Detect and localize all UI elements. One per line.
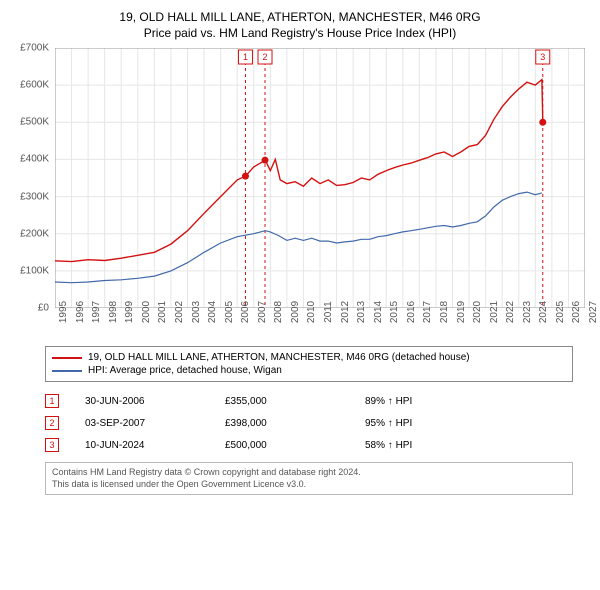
attribution-line2: This data is licensed under the Open Gov…	[52, 479, 566, 491]
x-tick-label: 2001	[157, 301, 168, 323]
x-tick-label: 1996	[75, 301, 86, 323]
chart-svg: 1 2 3	[55, 48, 585, 308]
x-tick-label: 2010	[306, 301, 317, 323]
x-tick-label: 2017	[422, 301, 433, 323]
sale-row: 3 10-JUN-2024£500,00058% ↑ HPI	[45, 434, 573, 456]
sale-date: 10-JUN-2024	[85, 434, 225, 456]
x-tick-label: 2016	[406, 301, 417, 323]
y-tick-label: £700K	[20, 43, 49, 54]
legend-swatch	[52, 370, 82, 372]
y-tick-label: £400K	[20, 154, 49, 165]
x-tick-label: 2020	[472, 301, 483, 323]
x-tick-label: 2021	[489, 301, 500, 323]
sale-marker-box: 2	[45, 416, 59, 430]
x-tick-label: 2000	[141, 301, 152, 323]
x-tick-label: 2022	[505, 301, 516, 323]
legend-item: HPI: Average price, detached house, Wiga…	[52, 364, 566, 377]
x-tick-label: 2024	[538, 301, 549, 323]
x-tick-label: 2015	[389, 301, 400, 323]
legend-swatch	[52, 357, 82, 359]
x-tick-label: 2014	[373, 301, 384, 323]
x-tick-label: 2004	[207, 301, 218, 323]
x-tick-label: 2023	[522, 301, 533, 323]
sale-price: £500,000	[225, 434, 365, 456]
x-tick-label: 1999	[124, 301, 135, 323]
y-tick-label: £300K	[20, 191, 49, 202]
plot-area: £0£100K£200K£300K£400K£500K£600K£700K 12…	[55, 48, 585, 308]
sale-date: 30-JUN-2006	[85, 390, 225, 412]
y-tick-label: £100K	[20, 265, 49, 276]
x-tick-label: 2008	[273, 301, 284, 323]
x-axis: 1995199619971998199920002001200220032004…	[55, 308, 585, 340]
y-tick-label: £200K	[20, 228, 49, 239]
x-tick-label: 2011	[323, 301, 334, 323]
x-tick-label: 1995	[58, 301, 69, 323]
sale-row: 2 03-SEP-2007£398,00095% ↑ HPI	[45, 412, 573, 434]
legend-label: 19, OLD HALL MILL LANE, ATHERTON, MANCHE…	[88, 352, 470, 363]
svg-text:3: 3	[540, 52, 545, 62]
sale-marker-box: 3	[45, 438, 59, 452]
y-axis: £0£100K£200K£300K£400K£500K£600K£700K	[10, 48, 52, 308]
x-tick-label: 2012	[340, 301, 351, 323]
x-tick-label: 2006	[240, 301, 251, 323]
y-tick-label: £0	[38, 303, 49, 314]
sale-price: £398,000	[225, 412, 365, 434]
chart-subtitle: Price paid vs. HM Land Registry's House …	[10, 26, 590, 40]
legend-label: HPI: Average price, detached house, Wiga…	[88, 365, 282, 376]
x-tick-label: 1997	[91, 301, 102, 323]
x-tick-label: 1998	[108, 301, 119, 323]
sale-marker-box: 1	[45, 394, 59, 408]
attribution-box: Contains HM Land Registry data © Crown c…	[45, 462, 573, 495]
sale-date: 03-SEP-2007	[85, 412, 225, 434]
x-tick-label: 2025	[555, 301, 566, 323]
price-chart-container: 19, OLD HALL MILL LANE, ATHERTON, MANCHE…	[10, 10, 590, 495]
svg-text:1: 1	[243, 52, 248, 62]
x-tick-label: 2026	[571, 301, 582, 323]
x-tick-label: 2002	[174, 301, 185, 323]
sale-pct: 95% ↑ HPI	[365, 412, 573, 434]
x-tick-label: 2005	[224, 301, 235, 323]
svg-text:2: 2	[263, 52, 268, 62]
sale-pct: 58% ↑ HPI	[365, 434, 573, 456]
sale-pct: 89% ↑ HPI	[365, 390, 573, 412]
x-tick-label: 2009	[290, 301, 301, 323]
x-tick-label: 2007	[257, 301, 268, 323]
x-tick-label: 2019	[456, 301, 467, 323]
x-tick-label: 2027	[588, 301, 599, 323]
sales-table: 1 30-JUN-2006£355,00089% ↑ HPI 2 03-SEP-200…	[45, 390, 573, 456]
y-tick-label: £600K	[20, 80, 49, 91]
x-tick-label: 2013	[356, 301, 367, 323]
sale-row: 1 30-JUN-2006£355,00089% ↑ HPI	[45, 390, 573, 412]
chart-title: 19, OLD HALL MILL LANE, ATHERTON, MANCHE…	[10, 10, 590, 24]
legend: 19, OLD HALL MILL LANE, ATHERTON, MANCHE…	[45, 346, 573, 382]
legend-item: 19, OLD HALL MILL LANE, ATHERTON, MANCHE…	[52, 351, 566, 364]
y-tick-label: £500K	[20, 117, 49, 128]
x-tick-label: 2003	[191, 301, 202, 323]
attribution-line1: Contains HM Land Registry data © Crown c…	[52, 467, 566, 479]
sale-price: £355,000	[225, 390, 365, 412]
x-tick-label: 2018	[439, 301, 450, 323]
